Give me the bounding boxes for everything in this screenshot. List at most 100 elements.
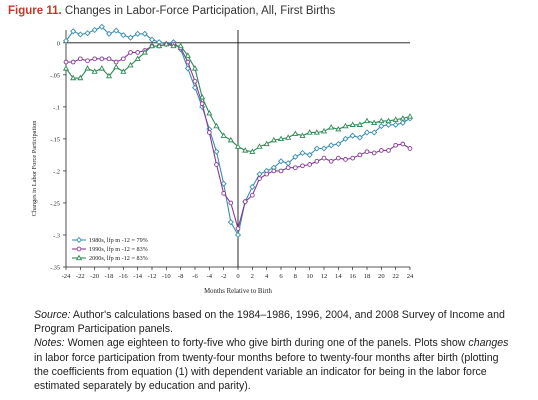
figure-title: Figure 11. Changes in Labor-Force Partic…: [8, 5, 335, 17]
x-tick-label: -24: [62, 273, 71, 280]
series-3: [62, 40, 414, 154]
data-point: [306, 129, 313, 135]
figure-notes: Source: Author's calculations based on t…: [34, 308, 514, 393]
data-point: [292, 130, 299, 136]
data-point: [127, 61, 134, 68]
x-tick-label: -8: [178, 273, 184, 280]
data-point: [206, 130, 212, 135]
data-point: [91, 26, 98, 34]
source-note: Source: Author's calculations based on t…: [34, 308, 514, 336]
data-point: [292, 153, 299, 160]
data-point: [92, 56, 98, 62]
data-point: [313, 145, 320, 152]
data-point: [134, 30, 141, 37]
data-point: [242, 147, 249, 153]
x-tick-label: 4: [265, 273, 269, 280]
y-tick-label: 0: [57, 40, 60, 47]
notes-text-a: Women age eighteen to forty-five who giv…: [64, 337, 469, 350]
data-point: [257, 176, 262, 181]
x-tick-label: 0: [236, 273, 240, 280]
data-point: [77, 31, 84, 38]
data-point: [407, 146, 413, 151]
y-tick-label: -.2: [53, 168, 60, 175]
source-text: Author's calculations based on the 1984–…: [34, 309, 505, 336]
data-point: [335, 140, 342, 148]
data-point: [113, 63, 120, 70]
data-point: [141, 49, 148, 55]
y-tick-label: -.35: [50, 265, 60, 272]
data-point: [177, 42, 184, 49]
data-point: [70, 59, 76, 65]
data-point: [392, 121, 399, 128]
data-point: [163, 40, 170, 47]
x-tick-label: -18: [105, 273, 114, 280]
y-tick-label: -.25: [50, 200, 60, 207]
x-tick-label: 20: [378, 273, 385, 280]
y-tick-label: -.05: [50, 72, 60, 79]
data-point: [342, 135, 349, 142]
x-tick-label: -2: [221, 273, 227, 280]
data-point: [271, 168, 277, 174]
data-point: [234, 143, 242, 149]
data-point: [228, 200, 234, 206]
data-point: [62, 65, 70, 71]
figure-number: Figure 11.: [8, 5, 62, 17]
x-tick-label: -22: [76, 273, 85, 280]
data-point: [343, 157, 348, 162]
data-point: [320, 145, 328, 152]
data-point: [285, 134, 292, 140]
data-point: [335, 125, 342, 132]
data-point: [399, 119, 406, 126]
data-point: [84, 65, 91, 71]
data-point: [191, 65, 199, 71]
x-tick-label: -10: [162, 273, 171, 280]
data-point: [392, 116, 399, 122]
line-chart: 0-.05-.1-.15-.2-.25-.3-.35-24 -22 -20 -18 -1…: [31, 23, 414, 295]
x-axis-label: Months Relative to Birth: [204, 288, 272, 295]
data-point: [386, 148, 391, 153]
data-point: [148, 36, 156, 43]
data-point: [371, 129, 378, 136]
data-point: [220, 132, 227, 138]
y-tick-label: -.1: [53, 104, 60, 111]
data-point: [141, 30, 148, 37]
notes-text-b: in labor force participation from twenty…: [34, 351, 499, 393]
legend-marker: [75, 236, 83, 244]
data-point: [399, 115, 406, 121]
x-tick-label: -12: [148, 273, 157, 280]
series-1: [62, 23, 414, 239]
data-point: [120, 68, 127, 74]
data-point: [156, 42, 163, 49]
data-point: [105, 72, 113, 79]
data-point: [105, 30, 113, 37]
data-point: [98, 65, 105, 71]
data-point: [148, 42, 156, 49]
data-point: [199, 101, 205, 107]
data-point: [364, 149, 370, 155]
data-point: [393, 142, 399, 148]
x-tick-label: 12: [321, 273, 328, 280]
data-point: [356, 121, 363, 127]
data-point: [385, 117, 392, 124]
data-point: [349, 132, 356, 139]
data-point: [120, 56, 126, 62]
x-tick-label: -20: [90, 273, 99, 280]
x-tick-label: 2: [251, 273, 254, 280]
x-tick-label: 14: [335, 273, 342, 280]
data-point: [306, 151, 313, 158]
data-point: [400, 141, 406, 147]
data-point: [199, 93, 206, 100]
data-point: [356, 134, 363, 141]
x-tick-label: 18: [364, 273, 371, 280]
data-point: [113, 27, 120, 34]
data-point: [300, 163, 305, 169]
x-tick-label: 10: [306, 273, 313, 280]
data-point: [106, 56, 112, 62]
source-label: Source:: [34, 309, 71, 321]
data-point: [335, 155, 341, 161]
data-point: [299, 132, 306, 138]
data-point: [242, 199, 248, 205]
legend-label: 1980s, lfp m -12 = 79%: [89, 237, 148, 244]
data-point: [264, 171, 270, 177]
data-point: [385, 121, 392, 128]
